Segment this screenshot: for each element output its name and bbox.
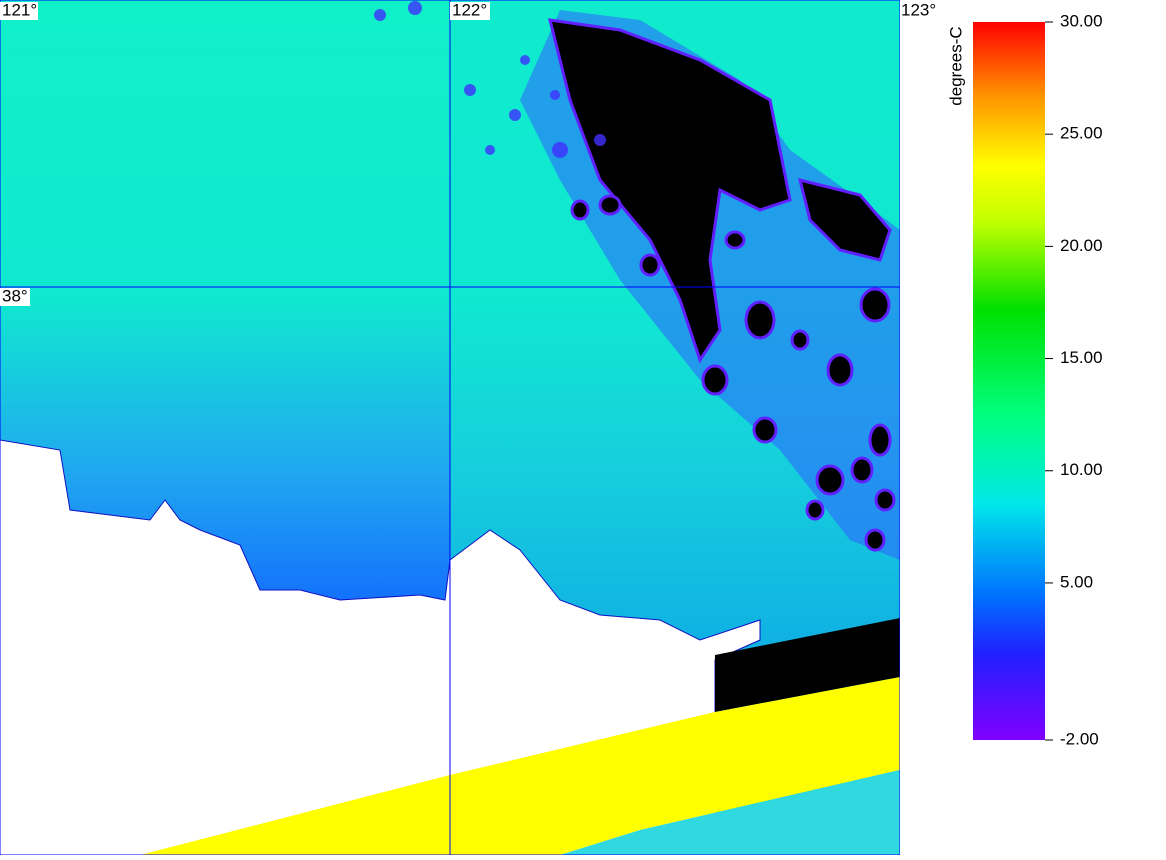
colorbar-tick-label: -2.00	[1060, 729, 1099, 748]
colorbar	[973, 22, 1045, 740]
colorbar-label: degrees-C	[946, 26, 965, 105]
lon-label: 122°	[452, 0, 487, 19]
lon-label: 123°	[901, 0, 936, 19]
colorbar-tick-label: 30.00	[1060, 11, 1103, 30]
colorbar-tick-label: 25.00	[1060, 124, 1103, 143]
colorbar-tick-label: 5.00	[1060, 572, 1093, 591]
colorbar-tick-label: 15.00	[1060, 348, 1103, 367]
colorbar-ticks: 30.00 25.00 20.00 15.00 10.00 5.00 -2.00	[1045, 11, 1103, 748]
lon-label: 121°	[2, 0, 37, 19]
colorbar-tick-label: 10.00	[1060, 460, 1103, 479]
map-image	[0, 0, 900, 855]
lat-label: 38°	[2, 286, 28, 305]
colorbar-tick-label: 20.00	[1060, 236, 1103, 255]
